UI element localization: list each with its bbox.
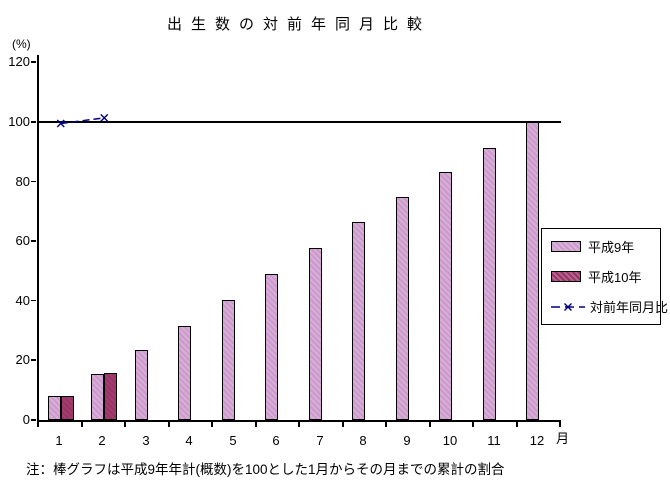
y-axis-label-0: 0	[22, 412, 30, 427]
y-axis-label-100: 100	[8, 114, 30, 130]
x-axis-label-8: 8	[359, 433, 367, 448]
bar-平成9年-month-2	[91, 374, 104, 420]
y-axis-tick	[31, 121, 36, 123]
bar-平成9年-month-9	[396, 197, 409, 420]
bar-平成9年-month-12	[526, 122, 539, 420]
x-axis-tick	[516, 422, 518, 427]
x-axis-label-12: 12	[529, 433, 545, 448]
x-axis-label-5: 5	[229, 433, 237, 448]
x-axis-label-9: 9	[403, 433, 411, 448]
y-axis-tick	[31, 61, 36, 63]
bar-平成9年-month-5	[222, 300, 235, 420]
x-axis-tick	[168, 422, 170, 427]
chart-title: 出生数の対前年同月比較	[166, 16, 431, 33]
x-axis-tick	[211, 422, 213, 427]
plot-area	[37, 55, 561, 422]
y-axis-tick	[31, 240, 36, 242]
y-axis-unit-label: (%)	[12, 37, 31, 51]
x-axis-tick	[298, 422, 300, 427]
x-axis-label-6: 6	[272, 433, 280, 448]
y-axis-tick	[31, 180, 36, 183]
legend-label: 平成10年	[588, 270, 642, 285]
legend: 平成9年平成10年対前年同月比	[541, 228, 668, 325]
y-axis-label-20: 20	[15, 352, 30, 368]
y-axis-label-40: 40	[15, 292, 30, 308]
x-axis-tick	[342, 422, 344, 427]
y-axis-tick	[31, 419, 36, 421]
legend-item-対前年同月比: 対前年同月比	[542, 292, 668, 322]
bar-平成9年-month-7	[309, 248, 322, 420]
bar-平成9年-month-6	[265, 274, 278, 420]
legend-swatch-icon	[551, 271, 581, 282]
legend-item-平成9年: 平成9年	[542, 232, 660, 262]
x-axis-label-1: 1	[55, 433, 63, 448]
bar-平成9年-month-4	[178, 326, 191, 420]
y-axis-tick	[31, 359, 36, 361]
x-axis-label-3: 3	[142, 433, 150, 448]
x-axis-unit-label: 月	[556, 431, 570, 446]
bar-平成10年-month-2	[104, 373, 117, 420]
x-axis-tick	[429, 422, 431, 427]
x-axis-tick	[385, 422, 387, 427]
x-marker	[100, 113, 109, 122]
legend-label: 平成9年	[588, 240, 635, 255]
x-axis-label-4: 4	[185, 433, 193, 448]
line-series	[56, 113, 109, 128]
bar-平成9年-month-8	[352, 222, 365, 420]
x-axis-tick	[81, 422, 83, 427]
x-axis-label-10: 10	[442, 433, 458, 448]
y-axis-tick	[31, 299, 36, 302]
x-axis-tick	[472, 422, 474, 427]
x-marker	[56, 119, 65, 128]
bar-平成9年-month-1	[48, 396, 61, 420]
legend-label: 対前年同月比	[590, 300, 669, 315]
y-axis-label-120: 120	[8, 54, 30, 70]
bar-平成10年-month-1	[61, 396, 74, 420]
x-axis-tick	[559, 422, 561, 427]
x-axis-label-7: 7	[316, 433, 324, 448]
legend-item-平成10年: 平成10年	[542, 262, 660, 292]
x-axis-tick	[124, 422, 126, 427]
legend-line-icon	[551, 302, 585, 311]
x-axis-tick	[37, 422, 39, 427]
x-axis-label-11: 11	[487, 433, 501, 448]
x-axis-label-2: 2	[98, 433, 106, 448]
x-axis-tick	[255, 422, 257, 427]
y-axis-label-80: 80	[15, 173, 30, 189]
y-axis-label-60: 60	[15, 233, 30, 249]
legend-swatch-icon	[551, 241, 581, 252]
bar-平成9年-month-11	[483, 148, 496, 420]
footnote: 注：棒グラフは平成9年年計(概数)を100とした1月からその月までの累計の割合	[26, 462, 505, 477]
bar-平成9年-month-10	[439, 172, 452, 420]
reference-line-100	[39, 121, 561, 123]
bar-平成9年-month-3	[135, 350, 148, 420]
